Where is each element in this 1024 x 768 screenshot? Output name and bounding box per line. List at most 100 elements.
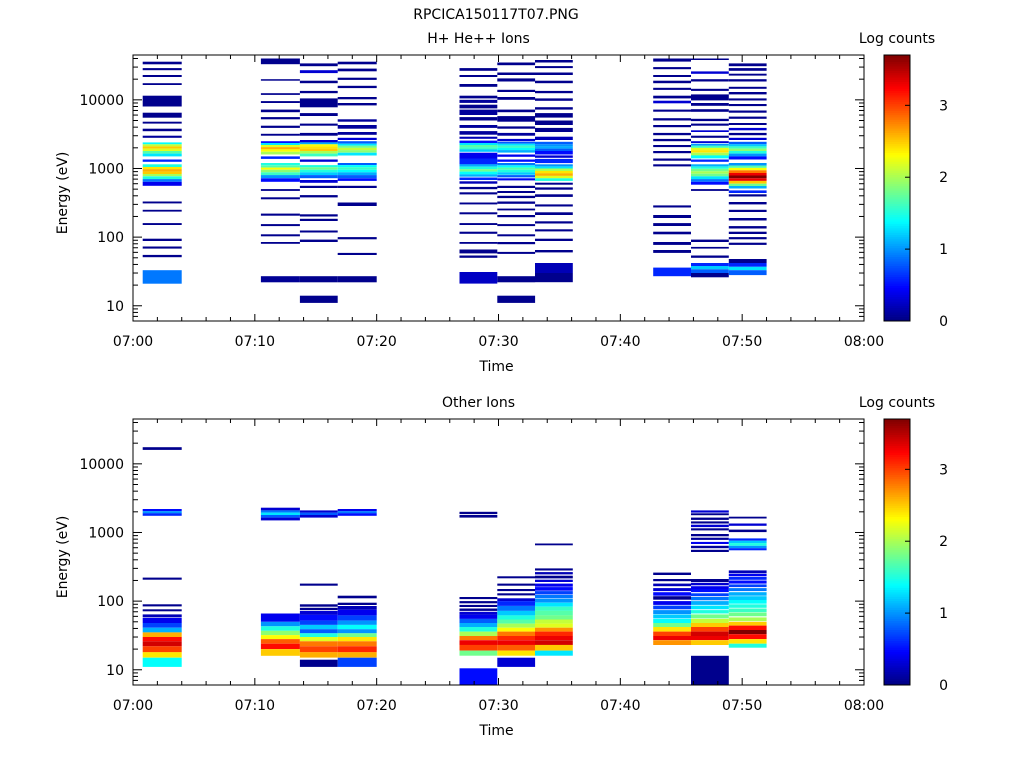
h-he-ions-cell	[142, 128, 182, 132]
other-ions-cell	[653, 601, 691, 605]
h-he-ions-cell	[459, 212, 498, 215]
other-ions-cell	[691, 510, 729, 513]
other-ions-cell	[535, 587, 573, 591]
h-he-ions-cell	[653, 138, 691, 142]
h-he-ions-cell	[728, 73, 767, 76]
other-ions-cell	[535, 650, 573, 656]
h-he-ions-cell	[260, 224, 300, 227]
h-he-ions-cell	[728, 144, 767, 147]
other-ions-cell	[535, 568, 573, 571]
other-ions-cell	[535, 610, 573, 616]
h-he-ions-cell	[497, 201, 536, 204]
other-ions-cell	[728, 540, 767, 544]
h-he-ions-cell	[337, 147, 377, 151]
other-ions-cell	[691, 601, 729, 605]
other-ions-cell	[691, 589, 729, 593]
other-ions-cell	[459, 515, 498, 518]
other-ions-cell	[337, 609, 377, 616]
h-he-ions-cell	[299, 146, 338, 149]
other-ions-cell	[653, 588, 691, 592]
h-he-ions-cell	[535, 204, 573, 207]
other-ions-cell	[260, 621, 300, 627]
h-he-ions-cell	[299, 148, 338, 151]
h-he-ions-cell	[728, 148, 767, 151]
other-ions-cell	[459, 601, 498, 604]
other-ions-cell	[299, 510, 338, 513]
other-ions-cell	[142, 652, 182, 658]
h-he-ions-cell	[653, 267, 691, 277]
h-he-ions-cell	[142, 159, 182, 162]
other-ions-cell	[653, 596, 691, 600]
h-he-ions-cell	[691, 141, 729, 143]
other-ions-cell	[535, 627, 573, 632]
h-he-ions-cell	[497, 224, 536, 227]
h-he-ions-cell	[728, 146, 767, 149]
other-ions-cell	[535, 631, 573, 637]
h-he-ions-cell	[142, 176, 182, 180]
h-he-ions-cell	[653, 118, 691, 121]
h-he-ions-cell	[142, 95, 182, 107]
h-he-ions-cell	[497, 72, 536, 75]
h-he-ions-cell	[260, 101, 300, 103]
figure-title: RPCICA150117T07.PNG	[413, 7, 578, 23]
h-he-ions-cell	[535, 98, 573, 101]
other-ions-cell	[728, 643, 767, 648]
h-he-ions-cell	[653, 242, 691, 245]
h-he-ions-cell	[497, 195, 536, 199]
h-he-ions-cell	[728, 141, 767, 145]
h-he-ions-cell	[459, 242, 498, 244]
h-he-ions-cell	[459, 177, 498, 180]
h-he-ions-cell	[497, 97, 536, 100]
h-he-ions-cell	[337, 202, 377, 206]
h-he-ions-cell	[459, 174, 498, 177]
other-ions-cell	[728, 523, 767, 526]
h-he-ions-cell	[299, 172, 338, 176]
other-ions-cell	[497, 636, 536, 641]
h-he-ions-cell	[299, 151, 338, 154]
other-ions-cell	[653, 592, 691, 596]
h-he-ions-cell	[691, 176, 729, 180]
h-he-ions-cell	[728, 266, 767, 271]
h-he-ions-cell	[142, 167, 182, 170]
h-he-ions-cell	[653, 95, 691, 99]
other-ions-cell	[691, 524, 729, 528]
h-he-ions-cell	[728, 116, 767, 119]
h-he-ions-cell	[459, 145, 498, 148]
h-he-ions-cell	[142, 148, 182, 151]
other-ions-cell	[459, 640, 498, 645]
other-ions-cell	[728, 604, 767, 608]
other-ions-cell	[142, 577, 182, 580]
h-he-ions-cell	[535, 144, 573, 147]
h-he-ions-x-axis-label: Time	[478, 359, 513, 375]
h-he-ions-cell	[728, 165, 767, 168]
other-ions-cell	[691, 579, 729, 582]
h-he-ions-cell	[459, 149, 498, 152]
other-ions-cell	[535, 591, 573, 595]
other-ions-cell	[459, 668, 498, 685]
other-ions-cell	[728, 639, 767, 644]
other-ions-cell	[337, 652, 377, 658]
h-he-ions-cell	[337, 237, 377, 240]
h-he-ions-cell	[459, 147, 498, 150]
h-he-ions-cell	[299, 144, 338, 147]
h-he-ions-cell	[142, 75, 182, 77]
h-he-ions-cell	[728, 190, 767, 193]
other-ions-cell	[337, 641, 377, 647]
other-ions-cell	[728, 538, 767, 541]
h-he-ions-cell	[260, 242, 300, 244]
other-ions-cell	[691, 517, 729, 520]
other-ions-cell	[691, 586, 729, 589]
other-ions-cell	[728, 570, 767, 574]
h-he-ions-cell	[535, 72, 573, 75]
h-he-ions-cell	[459, 249, 498, 254]
other-ions-cell	[260, 649, 300, 656]
other-ions-cell	[728, 580, 767, 584]
other-ions-cell	[535, 623, 573, 628]
h-he-ions-cell	[260, 151, 300, 155]
h-he-ions-cell	[459, 143, 498, 145]
h-he-ions-cell	[535, 60, 573, 63]
other-ions-cell	[337, 606, 377, 610]
h-he-ions-cell	[691, 189, 729, 191]
h-he-ions-cell	[535, 194, 573, 197]
h-he-ions-cell	[142, 121, 182, 124]
